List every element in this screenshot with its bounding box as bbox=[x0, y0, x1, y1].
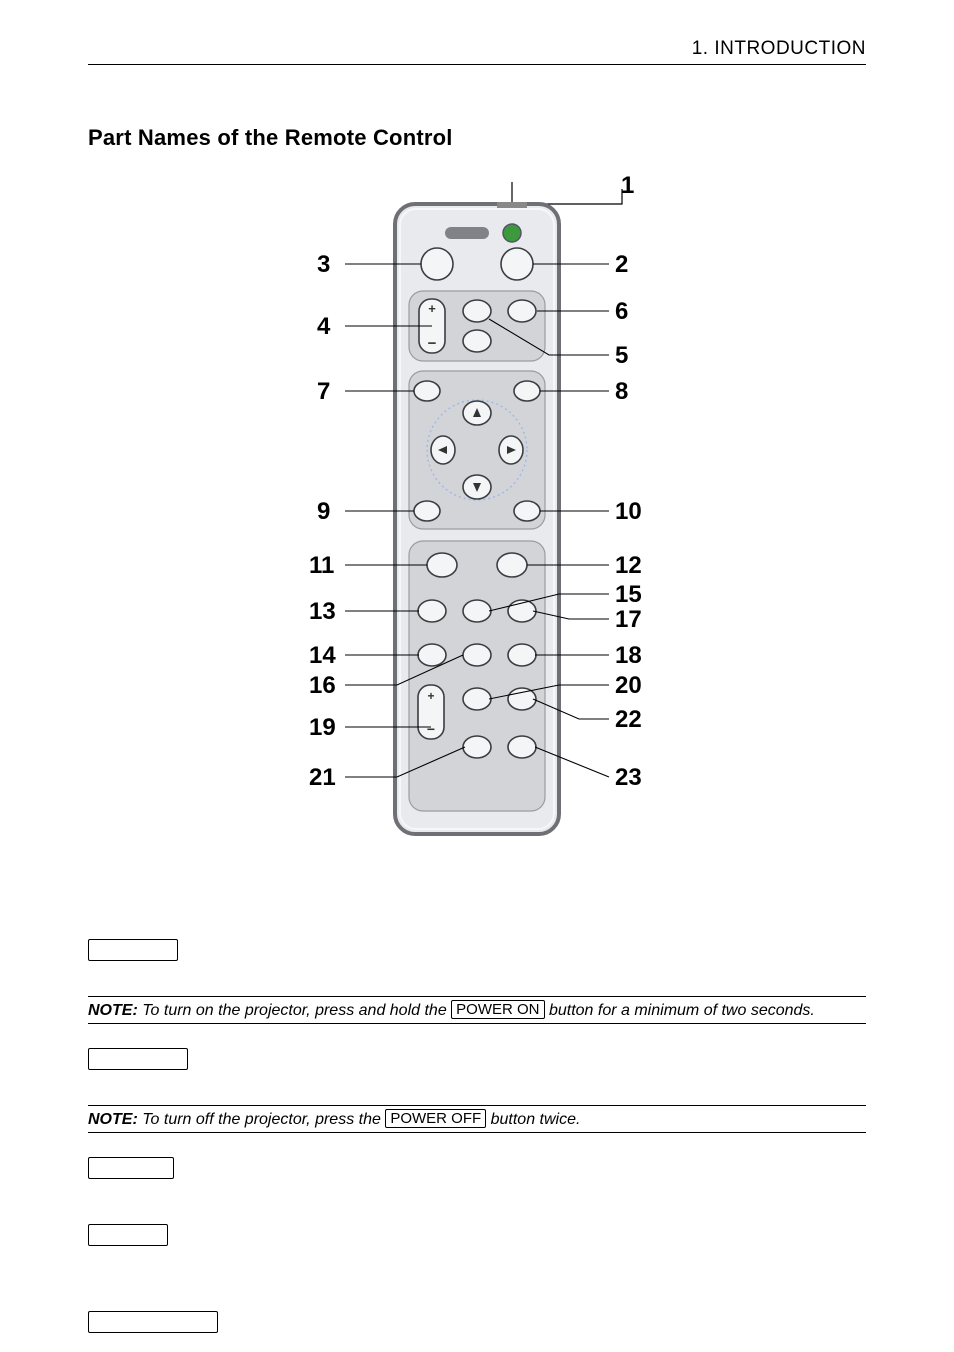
section-title: Part Names of the Remote Control bbox=[88, 125, 866, 151]
callout-21: 21 bbox=[309, 764, 336, 791]
placeholder-box-5 bbox=[88, 1311, 218, 1333]
callout-18: 18 bbox=[615, 642, 642, 669]
note2-before: To turn off the projector, press the bbox=[142, 1111, 385, 1128]
callout-2: 2 bbox=[615, 251, 628, 278]
chapter-title: 1. INTRODUCTION bbox=[88, 38, 866, 60]
svg-text:−: − bbox=[428, 335, 437, 352]
callout-14: 14 bbox=[309, 642, 336, 669]
chapter-header: 1. INTRODUCTION bbox=[88, 38, 866, 65]
callout-4: 4 bbox=[317, 313, 331, 340]
note1-before: To turn on the projector, press and hold… bbox=[142, 1002, 451, 1019]
callout-12: 12 bbox=[615, 552, 642, 579]
placeholder-box-4 bbox=[88, 1224, 168, 1246]
placeholder-box-2 bbox=[88, 1048, 188, 1070]
callout-15: 15 bbox=[615, 581, 642, 608]
note-2: NOTE: To turn off the projector, press t… bbox=[88, 1105, 866, 1133]
note2-after: button twice. bbox=[486, 1111, 580, 1128]
callout-7: 7 bbox=[317, 378, 330, 405]
note-lead: NOTE: bbox=[88, 1002, 142, 1019]
remote-diagram: + − bbox=[88, 169, 866, 859]
callout-10: 10 bbox=[615, 498, 642, 525]
callout-22: 22 bbox=[615, 706, 642, 733]
callout-6: 6 bbox=[615, 298, 628, 325]
note-lead-2: NOTE: bbox=[88, 1111, 142, 1128]
callout-23: 23 bbox=[615, 764, 642, 791]
callout-1: 1 bbox=[621, 172, 634, 199]
svg-text:−: − bbox=[427, 721, 435, 737]
callout-16: 16 bbox=[309, 672, 336, 699]
note2-box: POWER OFF bbox=[385, 1109, 486, 1128]
callout-17: 17 bbox=[615, 606, 642, 633]
callout-19: 19 bbox=[309, 714, 336, 741]
callout-9: 9 bbox=[317, 498, 330, 525]
callout-20: 20 bbox=[615, 672, 642, 699]
callout-8: 8 bbox=[615, 378, 628, 405]
svg-text:+: + bbox=[427, 689, 434, 703]
note-1: NOTE: To turn on the projector, press an… bbox=[88, 996, 866, 1024]
placeholder-box-3 bbox=[88, 1157, 174, 1179]
callout-13: 13 bbox=[309, 598, 336, 625]
callout-3: 3 bbox=[317, 251, 330, 278]
callout-5: 5 bbox=[615, 342, 628, 369]
placeholder-box-1 bbox=[88, 939, 178, 961]
note1-box: POWER ON bbox=[451, 1000, 544, 1019]
callout-11: 11 bbox=[309, 552, 334, 579]
svg-text:+: + bbox=[428, 301, 436, 316]
note1-after: button for a minimum of two seconds. bbox=[545, 1002, 815, 1019]
